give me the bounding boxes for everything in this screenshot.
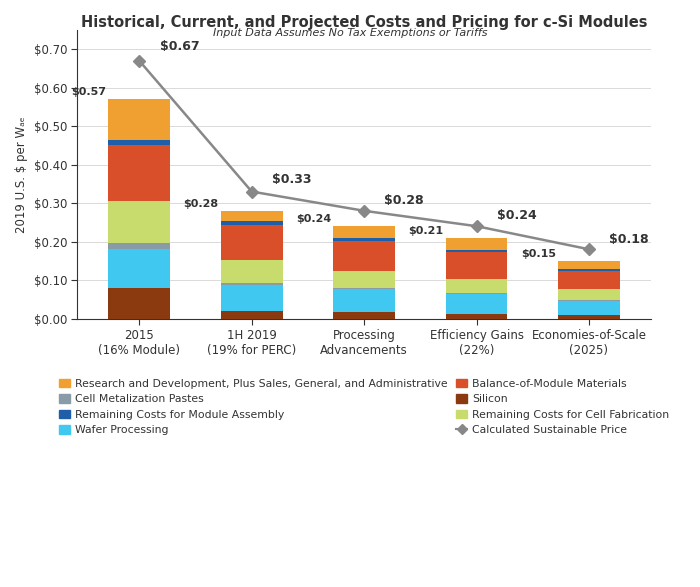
Bar: [446, 278, 508, 293]
Bar: [558, 300, 620, 301]
Bar: [446, 238, 508, 249]
Bar: [446, 294, 508, 313]
Bar: [108, 145, 170, 201]
Bar: [558, 271, 620, 289]
Bar: [558, 261, 620, 269]
Bar: [558, 269, 620, 271]
Bar: [333, 238, 395, 241]
Bar: [558, 301, 620, 315]
Text: $0.33: $0.33: [272, 173, 312, 186]
Bar: [333, 312, 395, 319]
Bar: [108, 201, 170, 243]
Bar: [446, 293, 508, 294]
Text: $0.57: $0.57: [71, 87, 106, 97]
Text: $0.67: $0.67: [160, 40, 199, 53]
Bar: [108, 99, 170, 140]
Bar: [108, 288, 170, 319]
Text: $0.24: $0.24: [497, 210, 536, 222]
Bar: [220, 311, 283, 319]
Bar: [220, 221, 283, 225]
Bar: [108, 243, 170, 249]
Bar: [220, 261, 283, 283]
Bar: [220, 285, 283, 311]
Bar: [333, 271, 395, 288]
Title: Historical, Current, and Projected Costs and Pricing for c-Si Modules: Historical, Current, and Projected Costs…: [81, 15, 648, 30]
Bar: [108, 249, 170, 288]
Bar: [220, 211, 283, 221]
Bar: [333, 289, 395, 312]
Bar: [446, 252, 508, 278]
Bar: [446, 249, 508, 252]
Bar: [220, 283, 283, 285]
Bar: [333, 288, 395, 289]
Bar: [333, 226, 395, 238]
Text: $0.28: $0.28: [183, 199, 218, 209]
Bar: [333, 241, 395, 271]
Bar: [558, 289, 620, 300]
Text: $0.15: $0.15: [521, 249, 556, 259]
Text: $0.18: $0.18: [609, 233, 649, 246]
Y-axis label: 2019 U.S. $ per Wₐₑ: 2019 U.S. $ per Wₐₑ: [15, 116, 28, 232]
Text: $0.28: $0.28: [384, 194, 424, 207]
Bar: [108, 140, 170, 145]
Bar: [446, 313, 508, 319]
Legend: Research and Development, Plus Sales, General, and Administrative, Cell Metaliza: Research and Development, Plus Sales, Ge…: [59, 379, 670, 436]
Text: Input Data Assumes No Tax Exemptions or Tariffs: Input Data Assumes No Tax Exemptions or …: [213, 28, 487, 38]
Bar: [220, 225, 283, 261]
Bar: [558, 315, 620, 319]
Text: $0.21: $0.21: [408, 226, 443, 236]
Text: $0.24: $0.24: [295, 214, 331, 224]
